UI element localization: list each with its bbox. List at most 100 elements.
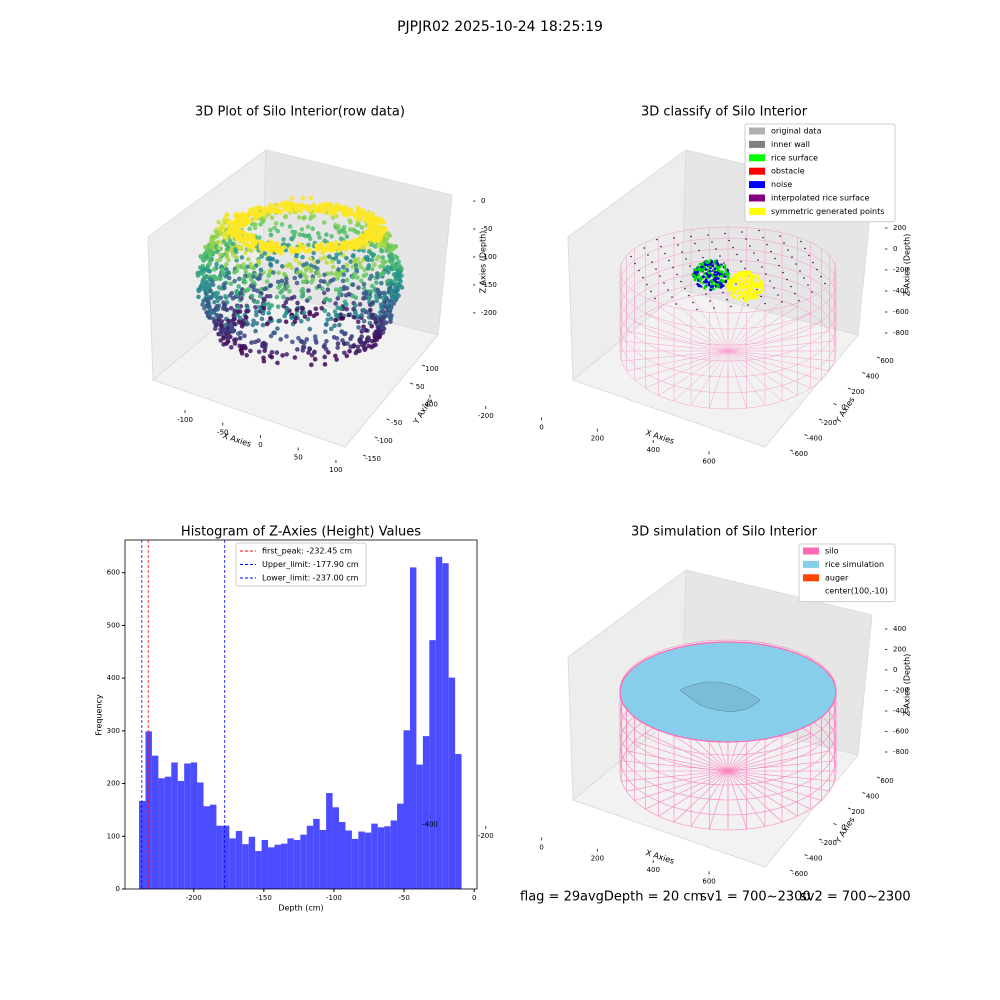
decor-point xyxy=(324,338,329,344)
decor-point xyxy=(758,280,762,283)
decor-point xyxy=(267,283,273,289)
decor-dot xyxy=(779,235,781,237)
decor-point xyxy=(382,266,388,272)
x-tick-label: -150 xyxy=(256,894,272,902)
decor-point xyxy=(359,225,365,230)
decor-point xyxy=(235,304,241,310)
decor-point xyxy=(234,211,240,217)
decor-point xyxy=(334,240,339,245)
x-tick-label: -100 xyxy=(177,416,193,424)
decor-dot xyxy=(709,300,711,302)
decor-spoke xyxy=(727,350,835,362)
bar xyxy=(209,804,217,889)
x-tick-label: 0 xyxy=(539,843,543,851)
decor-point xyxy=(236,221,241,226)
decor-point xyxy=(218,313,224,319)
decor-point xyxy=(218,295,224,301)
legend: silo rice simulation auger center(100,-10) xyxy=(798,543,896,603)
decor-point xyxy=(353,303,358,308)
decor-point xyxy=(728,279,732,283)
decor-point xyxy=(285,296,290,302)
decor-point xyxy=(349,334,355,339)
bar xyxy=(280,843,288,889)
decor-point xyxy=(341,272,347,278)
decor-point xyxy=(241,321,247,327)
decor-point xyxy=(745,296,749,299)
decor-point xyxy=(722,275,726,278)
decor-point xyxy=(738,289,742,293)
decor-point xyxy=(348,219,353,225)
decor-dot xyxy=(777,294,779,296)
decor-spoke xyxy=(727,760,835,772)
bar xyxy=(216,825,223,889)
decor-point xyxy=(363,229,369,235)
decor-point xyxy=(268,316,273,321)
decor-point xyxy=(343,302,349,307)
bar xyxy=(139,800,146,889)
legend-label: Upper_limit: -177.90 cm xyxy=(262,560,359,569)
y-tick-label: -150 xyxy=(365,455,381,463)
decor-point xyxy=(380,226,385,232)
decor-spoke xyxy=(634,770,729,801)
decor-point xyxy=(214,261,219,267)
y-tick-label: 0 xyxy=(841,824,845,832)
x-tick-label: -50 xyxy=(217,429,228,437)
decor-dot xyxy=(769,280,771,282)
decor-spoke xyxy=(727,313,811,352)
decor-point xyxy=(314,340,319,345)
y-tick-label: 600 xyxy=(107,569,120,577)
decor-point xyxy=(216,331,222,337)
decor-dot xyxy=(638,269,640,272)
decor-point xyxy=(723,264,727,267)
decor-point xyxy=(279,222,285,227)
decor-point xyxy=(284,352,289,357)
decor-point xyxy=(322,255,328,260)
decor-point xyxy=(355,275,360,280)
decor-point xyxy=(284,334,289,339)
x-tick-label: -400 xyxy=(422,401,438,409)
decor-dot xyxy=(659,275,661,277)
decor-point xyxy=(313,306,319,312)
z-tick-label: -200 xyxy=(481,309,497,317)
decor-point xyxy=(321,290,327,296)
decor-point xyxy=(374,280,379,285)
decor-point xyxy=(237,315,243,321)
bar xyxy=(255,851,262,889)
decor-point xyxy=(380,255,386,260)
z-tick-label: -400 xyxy=(893,287,909,295)
decor-point xyxy=(297,242,303,247)
decor-point xyxy=(375,287,381,293)
z-axis-label: Z Axies (Depth) xyxy=(903,234,912,297)
decor-dot xyxy=(650,290,652,293)
decor-point xyxy=(248,348,253,354)
decor-point xyxy=(344,353,350,359)
decor-point xyxy=(299,288,304,294)
decor-point xyxy=(267,255,272,261)
decor-point xyxy=(333,353,338,359)
y-tick-label: 400 xyxy=(107,674,120,682)
decor-point xyxy=(295,300,300,306)
decor-spoke xyxy=(645,770,729,810)
decor-point xyxy=(268,227,273,233)
bar xyxy=(442,563,449,889)
decor-point xyxy=(357,302,363,307)
decor-dot xyxy=(634,262,636,265)
decor-dot xyxy=(673,237,675,239)
decor-point xyxy=(710,283,714,286)
decor-dot xyxy=(745,238,747,240)
decor-point xyxy=(369,257,375,263)
decor-point xyxy=(200,302,205,307)
decor-point xyxy=(207,261,213,266)
decor-dot xyxy=(722,291,724,294)
y-tick-label: 200 xyxy=(107,780,120,788)
y-tick-label: 600 xyxy=(880,777,893,785)
decor-point xyxy=(267,293,273,299)
decor-point xyxy=(249,248,254,254)
tick-mark xyxy=(862,792,866,795)
decor-point xyxy=(307,311,313,317)
decor-point xyxy=(221,217,227,223)
bar xyxy=(287,838,294,889)
legend-label: silo xyxy=(825,547,839,556)
decor-point xyxy=(358,264,364,270)
